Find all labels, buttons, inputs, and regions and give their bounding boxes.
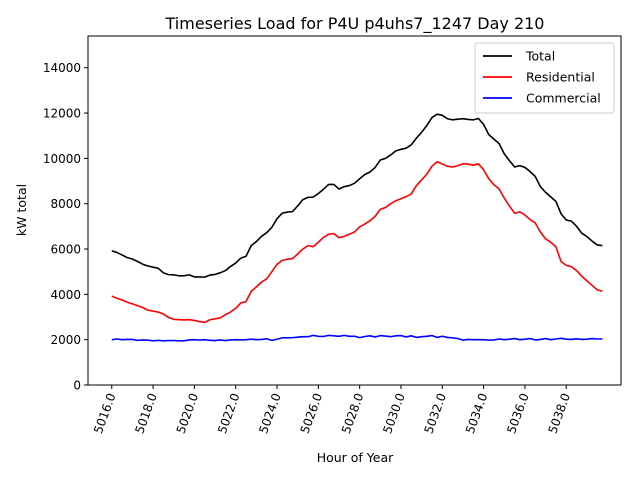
legend-label-residential: Residential	[526, 70, 595, 85]
series-line-commercial	[111, 334, 603, 342]
y-tick-label: 0	[73, 379, 81, 393]
y-tick-label: 4000	[50, 288, 81, 302]
y-axis-ticks: 0 2000 4000 6000 8000 10000 12000 14000	[43, 61, 88, 393]
y-tick-label: 2000	[50, 333, 81, 347]
legend: Total Residential Commercial	[474, 42, 615, 114]
y-axis-label: kW total	[14, 184, 29, 236]
y-tick-label: 8000	[50, 197, 81, 211]
legend-box	[474, 42, 615, 114]
y-tick-label: 14000	[43, 61, 81, 75]
series-group	[111, 113, 603, 342]
legend-label-total: Total	[525, 49, 555, 64]
series-line-total	[111, 113, 603, 278]
series-line-residential	[111, 160, 603, 324]
y-tick-label: 12000	[43, 107, 81, 121]
y-tick-label: 6000	[50, 243, 81, 257]
x-axis-label: Hour of Year	[317, 450, 394, 465]
y-tick-label: 10000	[43, 152, 81, 166]
legend-label-commercial: Commercial	[526, 91, 601, 106]
plot-area-frame	[87, 35, 622, 386]
chart-title: Timeseries Load for P4U p4uhs7_1247 Day …	[165, 14, 545, 34]
